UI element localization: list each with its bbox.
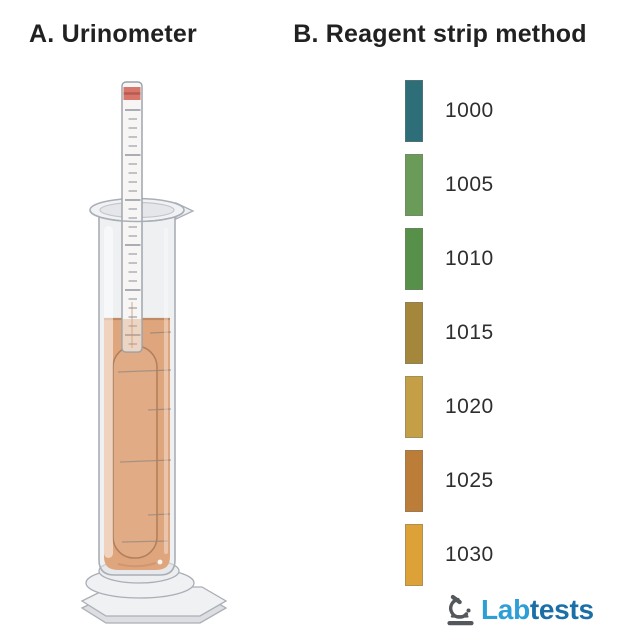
stem-scale-ticks: [125, 109, 141, 345]
logo-text-tests: tests: [529, 594, 594, 625]
reagent-row-1015: 1015: [405, 302, 494, 364]
swatch-label: 1015: [445, 321, 494, 344]
color-swatch: [405, 302, 423, 364]
color-swatch: [405, 524, 423, 586]
swatch-label: 1025: [445, 469, 494, 492]
logo-text: Labtests: [481, 592, 594, 628]
urinometer-illustration: [80, 81, 228, 624]
reagent-scale: 1000 1005 1010 1015 1020 1025 1030: [405, 80, 494, 598]
reagent-row-1020: 1020: [405, 376, 494, 438]
color-swatch: [405, 80, 423, 142]
swatch-label: 1000: [445, 99, 494, 122]
cylinder-base: [80, 558, 228, 624]
swatch-label: 1005: [445, 173, 494, 196]
reagent-row-1025: 1025: [405, 450, 494, 512]
color-swatch: [405, 376, 423, 438]
reagent-row-1005: 1005: [405, 154, 494, 216]
swatch-label: 1020: [445, 395, 494, 418]
reagent-row-1000: 1000: [405, 80, 494, 142]
color-swatch: [405, 450, 423, 512]
reagent-row-1030: 1030: [405, 524, 494, 586]
color-swatch: [405, 154, 423, 216]
swatch-label: 1030: [445, 543, 494, 566]
logo-text-lab: Lab: [481, 594, 530, 625]
figure-b-title: B. Reagent strip method: [293, 20, 587, 48]
hydrometer-stem: [121, 81, 143, 353]
reagent-row-1010: 1010: [405, 228, 494, 290]
cylinder-graduations: [117, 331, 172, 543]
swatch-label: 1010: [445, 247, 494, 270]
figure-a-title: A. Urinometer: [29, 20, 197, 48]
microscope-icon: [447, 594, 474, 625]
glass-highlights: [89, 209, 185, 558]
hydrometer-bulb: [112, 345, 158, 559]
bubble-highlight: [157, 559, 163, 565]
labtests-logo: Labtests: [447, 592, 594, 628]
color-swatch: [405, 228, 423, 290]
